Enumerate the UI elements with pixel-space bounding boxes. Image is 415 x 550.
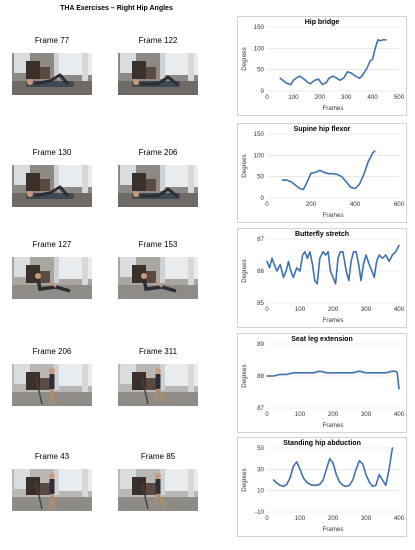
frame-label: Frame 85 [140,452,176,461]
x-tick-label: 200 [328,411,339,418]
exercise-photo [12,469,92,511]
y-tick-label: 30 [257,466,264,473]
frame-label: Frame 130 [32,148,72,157]
y-tick-label: 50 [257,445,264,452]
chart-title: Butterfly stretch [295,231,349,238]
y-tick-label: 150 [254,131,265,138]
x-tick-label: 400 [367,94,378,101]
y-tick-label: 89 [257,341,264,348]
y-axis-label: Degrees [241,154,248,177]
chart-svg: Butterfly stretch 85 86 87 0 100 200 300 400 Fram… [237,228,407,328]
x-tick-label: 600 [394,201,405,208]
y-tick-label: 10 [257,488,264,495]
x-axis-label: Frames [323,422,344,429]
series-line [272,447,394,488]
chart-4: Seat leg extension 87 88 89 0 100 200 300 400 Fra… [237,333,407,433]
y-axis-label: Degrees [241,47,248,70]
y-tick-label: 100 [254,152,265,159]
y-tick-label: 85 [257,300,264,307]
x-axis-label: Frames [323,526,344,533]
exercise-photo [118,165,198,207]
chart-3: Butterfly stretch 85 86 87 0 100 200 300 400 Fram… [237,228,407,328]
y-tick-label: -10 [255,509,265,516]
y-axis-label: Degrees [241,259,248,282]
chart-title: Hip bridge [305,19,340,26]
x-tick-label: 400 [394,411,405,418]
exercise-photo [12,165,92,207]
x-tick-label: 300 [361,515,372,522]
y-tick-label: 100 [254,45,265,52]
x-tick-label: 100 [295,411,306,418]
x-tick-label: 400 [350,201,361,208]
y-tick-label: 0 [261,195,265,202]
x-tick-label: 400 [394,306,405,313]
y-tick-label: 87 [257,236,264,243]
y-tick-label: 50 [257,174,264,181]
x-axis-label: Frames [323,105,344,112]
x-tick-label: 0 [265,201,269,208]
frame-label: Frame 311 [138,347,178,356]
y-axis-label: Degrees [241,468,248,491]
chart-svg: Hip bridge 0 50 100 150 0 100 200 300 400 500 Frame… [237,16,407,116]
y-tick-label: 86 [257,268,264,275]
x-tick-label: 0 [265,411,269,418]
x-tick-label: 200 [315,94,326,101]
x-tick-label: 200 [328,306,339,313]
x-tick-label: 0 [265,94,269,101]
exercise-photo [118,469,198,511]
x-tick-label: 300 [341,94,352,101]
frame-label: Frame 206 [32,347,72,356]
chart-title: Supine hip flexor [294,126,351,133]
chart-svg: Standing hip abduction -10 10 30 50 0 100 200 30… [237,437,407,537]
chart-svg: Supine hip flexor 0 50 100 150 0 200 400 600 Fram… [237,123,407,223]
x-tick-label: 300 [361,411,372,418]
exercise-photo [12,257,92,299]
frame-label: Frame 43 [34,452,70,461]
exercise-photo [118,53,198,95]
series-line [279,38,387,86]
chart-title: Standing hip abduction [283,440,361,447]
x-tick-label: 100 [295,306,306,313]
y-tick-label: 0 [261,88,265,95]
exercise-photo [118,257,198,299]
y-tick-label: 87 [257,405,264,412]
x-tick-label: 200 [306,201,317,208]
x-axis-label: Frames [323,212,344,219]
frame-label: Frame 206 [138,148,178,157]
x-tick-label: 0 [265,306,269,313]
page-title: THA Exercises – Right Hip Angles [60,5,173,12]
x-tick-label: 100 [295,515,306,522]
x-tick-label: 200 [328,515,339,522]
y-axis-label: Degrees [241,364,248,387]
chart-svg: Seat leg extension 87 88 89 0 100 200 300 400 Fra… [237,333,407,433]
chart-5: Standing hip abduction -10 10 30 50 0 100 200 30… [237,437,407,537]
series-line [281,150,376,191]
x-tick-label: 100 [288,94,299,101]
y-tick-label: 50 [257,67,264,74]
frame-label: Frame 127 [32,240,72,249]
x-tick-label: 400 [394,515,405,522]
exercise-photo [12,53,92,95]
series-line [266,244,400,285]
x-axis-label: Frames [323,317,344,324]
frame-label: Frame 122 [138,36,178,45]
chart-1: Hip bridge 0 50 100 150 0 100 200 300 400 500 Frame… [237,16,407,116]
x-tick-label: 0 [265,515,269,522]
y-tick-label: 150 [254,24,265,31]
chart-title: Seat leg extension [291,336,352,343]
y-tick-label: 88 [257,373,264,380]
exercise-photo [12,364,92,406]
x-tick-label: 500 [394,94,405,101]
series-line [266,370,400,390]
frame-label: Frame 153 [138,240,178,249]
frame-label: Frame 77 [34,36,70,45]
chart-2: Supine hip flexor 0 50 100 150 0 200 400 600 Fram… [237,123,407,223]
x-tick-label: 300 [361,306,372,313]
exercise-photo [118,364,198,406]
